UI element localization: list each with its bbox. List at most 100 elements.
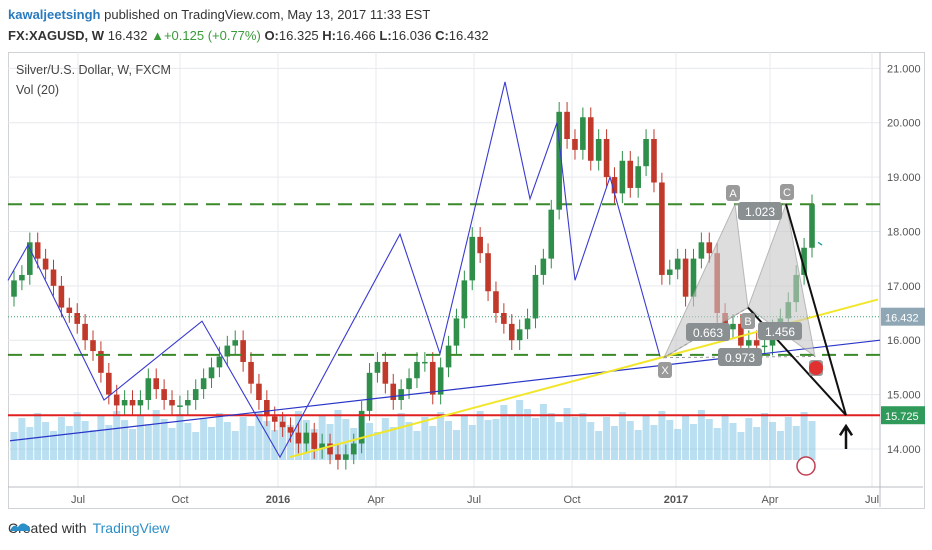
- candle-body: [232, 340, 239, 346]
- ratio-label: 1.023: [745, 205, 775, 219]
- volume-bar: [642, 416, 650, 460]
- pattern-point-label: A: [729, 188, 737, 200]
- candle-body: [398, 389, 404, 400]
- volume-bar: [208, 427, 216, 460]
- candle-body: [548, 209, 555, 259]
- candle-body: [524, 318, 531, 330]
- candle-body: [374, 361, 381, 373]
- candle-body: [674, 258, 681, 270]
- volume-bar: [579, 413, 587, 460]
- volume-bar: [784, 417, 792, 460]
- created-with-text: Created with: [8, 520, 87, 536]
- volume-bar: [437, 412, 445, 460]
- y-tick-label: 19.000: [887, 172, 921, 184]
- volume-bar: [516, 400, 524, 460]
- ratio-box: [738, 202, 782, 220]
- volume-bar: [239, 417, 247, 460]
- candle-body: [761, 345, 768, 348]
- pattern-point-box: [658, 362, 672, 378]
- candle-body: [303, 432, 310, 444]
- ratio-box: [758, 322, 802, 340]
- price-axis-tag-label: 16.432: [885, 313, 919, 325]
- header-line-1: kawaljeetsingh published on TradingView.…: [8, 4, 489, 25]
- volume-bar: [563, 408, 571, 460]
- x-tick-label: 2016: [266, 494, 290, 506]
- candle-body: [469, 236, 476, 281]
- ratio-label: 0.663: [693, 326, 723, 340]
- y-tick-label: 21.000: [887, 63, 921, 75]
- volume-bar: [136, 415, 144, 460]
- ratio-box: [718, 348, 762, 366]
- author-link[interactable]: kawaljeetsingh: [8, 7, 101, 22]
- candle-body: [42, 258, 49, 270]
- volume-bar: [610, 426, 618, 460]
- legend-volume: Vol (20): [16, 83, 60, 97]
- volume-bar: [152, 410, 160, 460]
- candle-body: [516, 329, 523, 341]
- x-tick-label: Oct: [171, 494, 188, 506]
- candle-body: [477, 236, 483, 254]
- candle-body: [485, 253, 491, 292]
- volume-bar: [626, 421, 634, 460]
- volume-bar: [129, 429, 137, 460]
- volume-bar: [666, 420, 674, 460]
- candle-body: [185, 400, 191, 406]
- candle-body: [82, 323, 88, 341]
- candle-body: [34, 242, 41, 259]
- up-arrow-icon: ▲: [151, 28, 164, 43]
- candle-body: [350, 443, 357, 455]
- volume-bar: [713, 428, 721, 460]
- candle-body: [264, 400, 270, 417]
- volume-bar: [421, 417, 429, 460]
- pattern-point-label: X: [661, 365, 669, 377]
- volume-bar: [200, 418, 208, 460]
- x-tick-label: Apr: [367, 494, 384, 506]
- volume-bar: [792, 426, 800, 460]
- volume-bar: [768, 422, 776, 460]
- published-text: published on TradingView.com, May 13, 20…: [104, 7, 431, 22]
- candle-body: [287, 427, 294, 433]
- volume-bar: [618, 412, 626, 460]
- volume-bar: [500, 405, 508, 460]
- candle-body: [619, 160, 626, 194]
- pattern-point-box: [741, 313, 755, 329]
- volume-bar: [271, 430, 279, 460]
- volume-bar: [634, 430, 642, 460]
- volume-bar: [287, 425, 295, 460]
- tradingview-brand-link[interactable]: TradingView: [92, 520, 170, 536]
- y-tick-label: 20.000: [887, 118, 921, 130]
- candle-body: [635, 166, 641, 188]
- open-value: 16.325: [278, 28, 319, 43]
- candle-body: [208, 367, 215, 379]
- pattern-point-label: B: [744, 316, 751, 328]
- candle-body: [74, 313, 81, 324]
- volume-bar: [658, 411, 666, 460]
- candle-body: [501, 313, 507, 324]
- candle-body: [113, 394, 120, 406]
- volume-bar: [555, 422, 563, 460]
- volume-bar: [445, 421, 453, 460]
- up-arrow-icon: [838, 423, 854, 449]
- candle-body: [295, 432, 302, 444]
- volume-bar: [413, 431, 421, 460]
- volume-bar: [492, 419, 500, 460]
- volume-bar: [373, 432, 381, 460]
- ratio-box: [686, 323, 730, 341]
- candle-body: [121, 400, 128, 406]
- candle-body: [429, 361, 436, 395]
- candle-body: [98, 351, 104, 373]
- volume-bar: [468, 425, 476, 460]
- candle-body: [200, 378, 207, 390]
- projection-line: [785, 203, 847, 416]
- candle-body: [556, 111, 562, 210]
- volume-bar: [192, 432, 200, 460]
- candle-body: [453, 318, 460, 346]
- candle-body: [414, 361, 420, 379]
- open-label: O:: [264, 28, 279, 43]
- candle-body: [406, 378, 412, 390]
- candle-body: [106, 372, 112, 395]
- volume-bar: [342, 419, 350, 460]
- volume-bar: [508, 414, 516, 460]
- zigzag-line: [7, 81, 661, 459]
